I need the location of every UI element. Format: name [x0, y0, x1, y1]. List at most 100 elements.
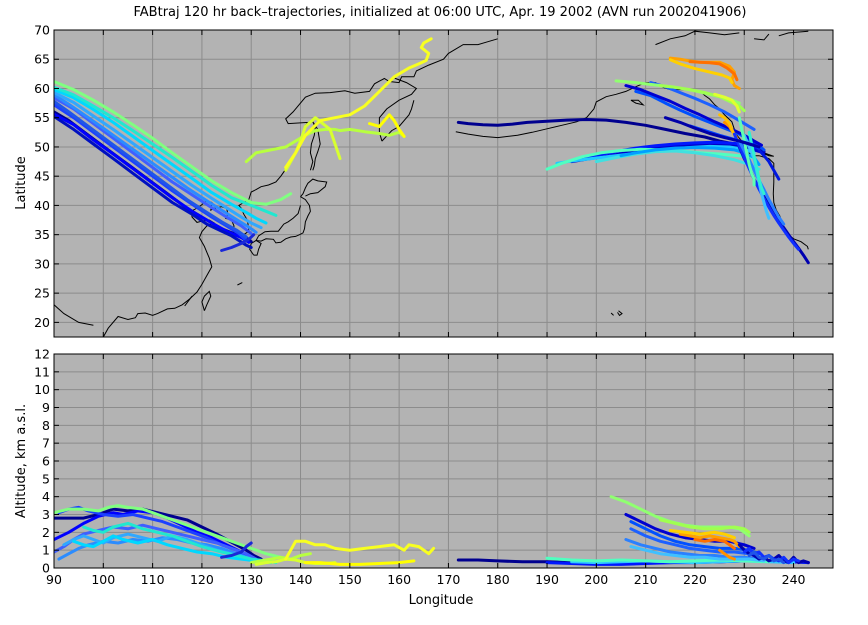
- y-tick-label: 6: [42, 454, 50, 469]
- y-tick-label: 3: [42, 507, 50, 522]
- trajectory-line: [220, 541, 253, 559]
- y-tick-label: 1: [42, 543, 50, 558]
- trajectory-line: [54, 80, 293, 206]
- y-tick-label: 2: [42, 525, 50, 540]
- trajectory-line: [284, 539, 436, 561]
- trajectory-line: [54, 88, 268, 225]
- plot-area: [54, 30, 833, 337]
- trajectory-line: [284, 37, 433, 169]
- coastline: [455, 117, 587, 139]
- trajectory-line: [668, 529, 736, 540]
- x-tick-label: 140: [289, 572, 313, 587]
- trajectory-line: [303, 559, 416, 566]
- trajectory-line: [732, 132, 800, 251]
- x-tick-label: 210: [634, 572, 658, 587]
- trajectory-line: [747, 550, 786, 565]
- coastline: [754, 33, 770, 41]
- trajectory-line: [693, 538, 736, 550]
- trajectory-line: [629, 527, 761, 559]
- trajectory-line: [249, 552, 312, 565]
- coastline: [381, 100, 415, 142]
- y-tick-label: 55: [34, 110, 50, 125]
- x-tick-label: 90: [46, 572, 62, 587]
- trajectory-line: [718, 113, 736, 137]
- y-tick-label: 9: [42, 400, 50, 415]
- coastline: [54, 304, 94, 326]
- y-tick-label: 30: [34, 256, 50, 271]
- y-tick-label: 35: [34, 227, 50, 242]
- trajectory-line: [72, 534, 273, 565]
- y-tick-label: 0: [42, 561, 50, 576]
- y-tick-label: 40: [34, 198, 50, 213]
- trajectory-line: [220, 233, 256, 252]
- axes-box: [53, 29, 834, 338]
- x-tick-label: 220: [683, 572, 707, 587]
- y-tick-label: 5: [42, 471, 50, 486]
- map-ylabel: Latitude: [14, 156, 29, 210]
- trajectory-line: [629, 545, 766, 563]
- altitude-ylabel: Altitude, km a.s.l.: [14, 404, 29, 518]
- trajectory-line: [54, 93, 258, 234]
- altitude-xlabel: Longitude: [409, 593, 474, 608]
- coastline: [184, 295, 193, 307]
- y-tick-label: 8: [42, 418, 50, 433]
- coastline: [300, 178, 328, 198]
- coastline: [617, 310, 623, 317]
- x-tick-label: 100: [91, 572, 115, 587]
- y-tick-label: 11: [34, 364, 50, 379]
- trajectory-line: [54, 115, 253, 249]
- coastline: [255, 196, 311, 244]
- y-tick-label: 45: [34, 169, 50, 184]
- trajectory-line: [713, 92, 741, 114]
- y-tick-label: 7: [42, 436, 50, 451]
- y-tick-label: 25: [34, 286, 50, 301]
- trajectory-line: [624, 538, 761, 561]
- coastline: [778, 30, 809, 37]
- trajectory-line: [54, 96, 253, 235]
- trajectory-line: [82, 521, 278, 565]
- trajectory-line: [54, 507, 263, 561]
- trajectory-line: [54, 99, 248, 239]
- y-tick-label: 10: [34, 382, 50, 397]
- x-tick-label: 230: [732, 572, 756, 587]
- trajectory-line: [619, 146, 761, 166]
- chart-title: FABtraj 120 hr back–trajectories, initia…: [134, 5, 747, 20]
- y-tick-label: 65: [34, 52, 50, 67]
- trajectory-line: [688, 60, 739, 82]
- x-tick-label: 120: [190, 572, 214, 587]
- y-tick-label: 70: [34, 23, 50, 38]
- trajectory-line: [368, 113, 406, 138]
- trajectory-line: [663, 116, 761, 149]
- map-panel: 20 25 30 35 40 45 50 55 60 65 70: [34, 23, 834, 338]
- coastline: [237, 282, 243, 286]
- x-tick-label: 110: [141, 572, 165, 587]
- plot-content: [54, 30, 810, 337]
- trajectory-line: [718, 548, 736, 561]
- y-tick-label: 50: [34, 139, 50, 154]
- x-tick-label: 170: [437, 572, 461, 587]
- trajectory-line: [737, 116, 756, 187]
- x-tick-label: 180: [486, 572, 510, 587]
- coastline: [630, 99, 645, 106]
- trajectory-line: [678, 532, 741, 549]
- y-tick-label: 60: [34, 81, 50, 96]
- x-tick-label: 160: [387, 572, 411, 587]
- y-tick-label: 4: [42, 489, 50, 504]
- plot-content: [54, 495, 810, 566]
- trajectory-line: [54, 504, 293, 561]
- trajectory-line: [54, 91, 263, 230]
- x-tick-label: 200: [584, 572, 608, 587]
- x-tick-label: 240: [782, 572, 806, 587]
- x-tick-label: 190: [535, 572, 559, 587]
- trajectory-line: [624, 84, 763, 147]
- trajectory-line: [54, 85, 278, 217]
- trajectory-line: [658, 518, 751, 534]
- x-tick-label: 130: [239, 572, 263, 587]
- coastline: [610, 312, 614, 316]
- altitude-panel: 90 100 110 120 130 140 150 160 170 180 190 200 210 22…: [34, 347, 834, 587]
- y-tick-label: 12: [34, 347, 50, 362]
- trajectory-line: [54, 112, 251, 244]
- x-tick-label: 150: [338, 572, 362, 587]
